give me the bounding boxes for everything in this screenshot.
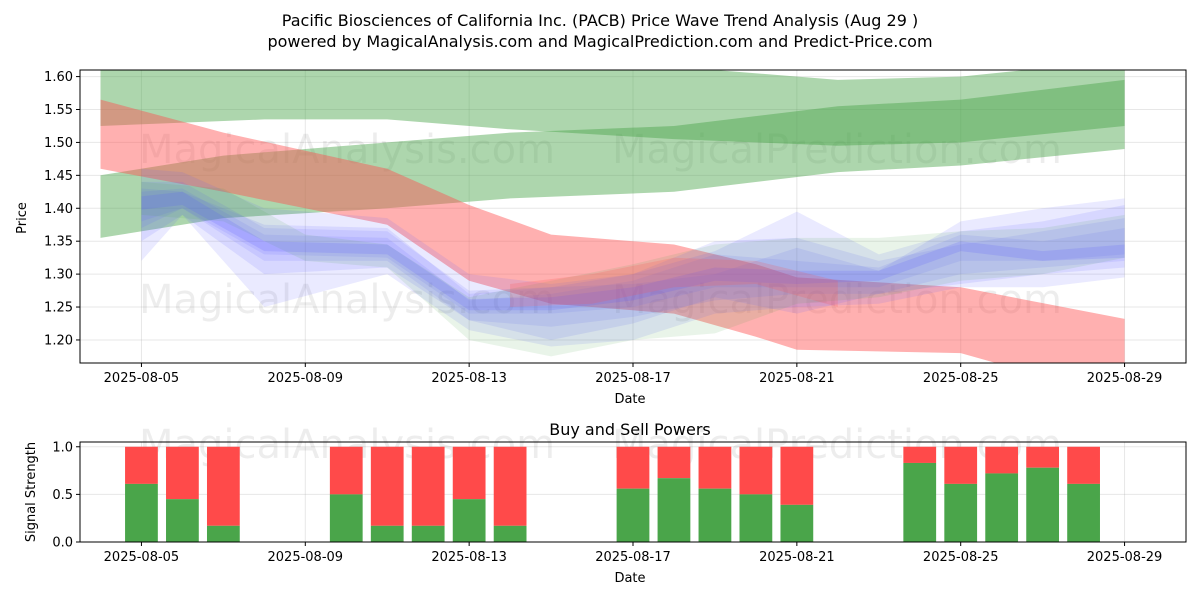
price-bands bbox=[100, 70, 1125, 363]
blue-price-band bbox=[141, 168, 1125, 340]
y-tick-label: 1.40 bbox=[44, 202, 73, 217]
power-bars bbox=[125, 446, 1100, 542]
y-tick-label: 1.35 bbox=[44, 235, 73, 250]
green-price-band bbox=[100, 79, 1125, 238]
buy-power-bar bbox=[206, 525, 240, 542]
sell-power-bar bbox=[780, 446, 814, 505]
sell-power-bar bbox=[985, 446, 1019, 474]
power-ylabel: Signal Strength bbox=[24, 442, 39, 542]
y-tick-label: 1.45 bbox=[44, 169, 73, 184]
x-tick-label: 2025-08-25 bbox=[923, 550, 999, 565]
blue-price-band bbox=[141, 188, 1125, 327]
sell-power-bar bbox=[329, 446, 363, 495]
buy-power-bar bbox=[1067, 483, 1100, 542]
y-tick-label: 1.30 bbox=[44, 268, 73, 283]
x-tick-label: 2025-08-13 bbox=[431, 371, 507, 386]
sell-power-bar bbox=[657, 446, 691, 479]
x-tick-label: 2025-08-17 bbox=[595, 371, 671, 386]
sell-power-bar bbox=[206, 446, 240, 526]
y-tick-label: 1.20 bbox=[44, 333, 73, 348]
chart-title-line2: powered by MagicalAnalysis.com and Magic… bbox=[267, 32, 932, 51]
x-tick-label: 2025-08-21 bbox=[759, 371, 835, 386]
x-tick-label: 2025-08-21 bbox=[759, 550, 835, 565]
sell-power-bar bbox=[411, 446, 445, 526]
power-panel: Buy and Sell Powers MagicalAnalysis.com … bbox=[24, 420, 1187, 586]
buy-power-bar bbox=[780, 504, 814, 542]
blue-price-band bbox=[141, 188, 1125, 314]
y-tick-label: 0.0 bbox=[52, 536, 73, 551]
sell-power-bar bbox=[370, 446, 404, 526]
y-tick-label: 1.50 bbox=[44, 136, 73, 151]
sell-power-bar bbox=[1067, 446, 1100, 484]
x-tick-label: 2025-08-17 bbox=[595, 550, 671, 565]
sell-power-bar bbox=[616, 446, 650, 489]
power-title: Buy and Sell Powers bbox=[549, 420, 711, 439]
green-price-band bbox=[141, 181, 1125, 357]
x-tick-label: 2025-08-25 bbox=[923, 371, 999, 386]
sell-power-bar bbox=[125, 446, 158, 484]
buy-power-bar bbox=[166, 499, 199, 542]
sell-power-bar bbox=[1026, 446, 1060, 468]
watermark-text: MagicalPrediction.com bbox=[612, 127, 1062, 173]
x-tick-label: 2025-08-09 bbox=[268, 371, 344, 386]
buy-power-bar bbox=[739, 494, 773, 542]
y-tick-label: 1.25 bbox=[44, 301, 73, 316]
sell-power-bar bbox=[739, 446, 773, 495]
blue-price-band bbox=[141, 181, 1125, 347]
price-ylabel: Price bbox=[15, 202, 30, 234]
buy-power-bar bbox=[616, 488, 650, 542]
sell-power-bar bbox=[166, 446, 199, 500]
x-tick-label: 2025-08-13 bbox=[431, 550, 507, 565]
x-tick-label: 2025-08-29 bbox=[1087, 371, 1163, 386]
power-xlabel: Date bbox=[614, 571, 645, 586]
buy-power-bar bbox=[370, 525, 404, 542]
price-axes: 2025-08-05 2025-08-09 2025-08-13 2025-08-17… bbox=[44, 70, 1162, 386]
buy-power-bar bbox=[493, 525, 527, 542]
green-price-band bbox=[100, 70, 1125, 146]
y-tick-label: 1.0 bbox=[52, 440, 73, 455]
buy-power-bar bbox=[125, 483, 158, 542]
buy-power-bar bbox=[698, 488, 732, 542]
y-tick-label: 0.5 bbox=[52, 488, 73, 503]
sell-power-bar bbox=[903, 446, 937, 463]
sell-power-bar bbox=[493, 446, 527, 526]
x-tick-label: 2025-08-05 bbox=[104, 371, 180, 386]
watermark-text: MagicalAnalysis.com bbox=[139, 277, 555, 323]
buy-power-bar bbox=[452, 499, 486, 542]
watermark-text: MagicalPrediction.com bbox=[612, 277, 1062, 323]
buy-power-bar bbox=[329, 494, 363, 542]
sell-power-bar bbox=[698, 446, 732, 489]
x-tick-label: 2025-08-09 bbox=[268, 550, 344, 565]
blue-price-band bbox=[141, 191, 1125, 311]
y-tick-label: 1.55 bbox=[44, 103, 73, 118]
price-panel: MagicalAnalysis.com MagicalPrediction.co… bbox=[15, 69, 1187, 407]
watermark-text: MagicalAnalysis.com bbox=[139, 127, 555, 173]
x-tick-label: 2025-08-05 bbox=[104, 550, 180, 565]
buy-power-bar bbox=[903, 462, 937, 542]
x-tick-label: 2025-08-29 bbox=[1087, 550, 1163, 565]
price-grid bbox=[80, 70, 1186, 363]
y-tick-label: 1.60 bbox=[44, 70, 73, 85]
power-axes: 2025-08-05 2025-08-09 2025-08-13 2025-08-17… bbox=[52, 440, 1162, 565]
buy-power-bar bbox=[1026, 467, 1060, 542]
red-price-band bbox=[100, 99, 1125, 363]
buy-power-bar bbox=[985, 473, 1019, 542]
price-watermarks: MagicalAnalysis.com MagicalPrediction.co… bbox=[139, 127, 1062, 323]
sell-power-bar bbox=[452, 446, 486, 500]
sell-power-bar bbox=[944, 446, 978, 484]
chart-title-line1: Pacific Biosciences of California Inc. (… bbox=[282, 11, 918, 30]
buy-power-bar bbox=[657, 478, 691, 542]
buy-power-bar bbox=[411, 525, 445, 542]
price-xlabel: Date bbox=[614, 392, 645, 407]
red-price-band bbox=[510, 257, 838, 307]
buy-power-bar bbox=[944, 483, 978, 542]
